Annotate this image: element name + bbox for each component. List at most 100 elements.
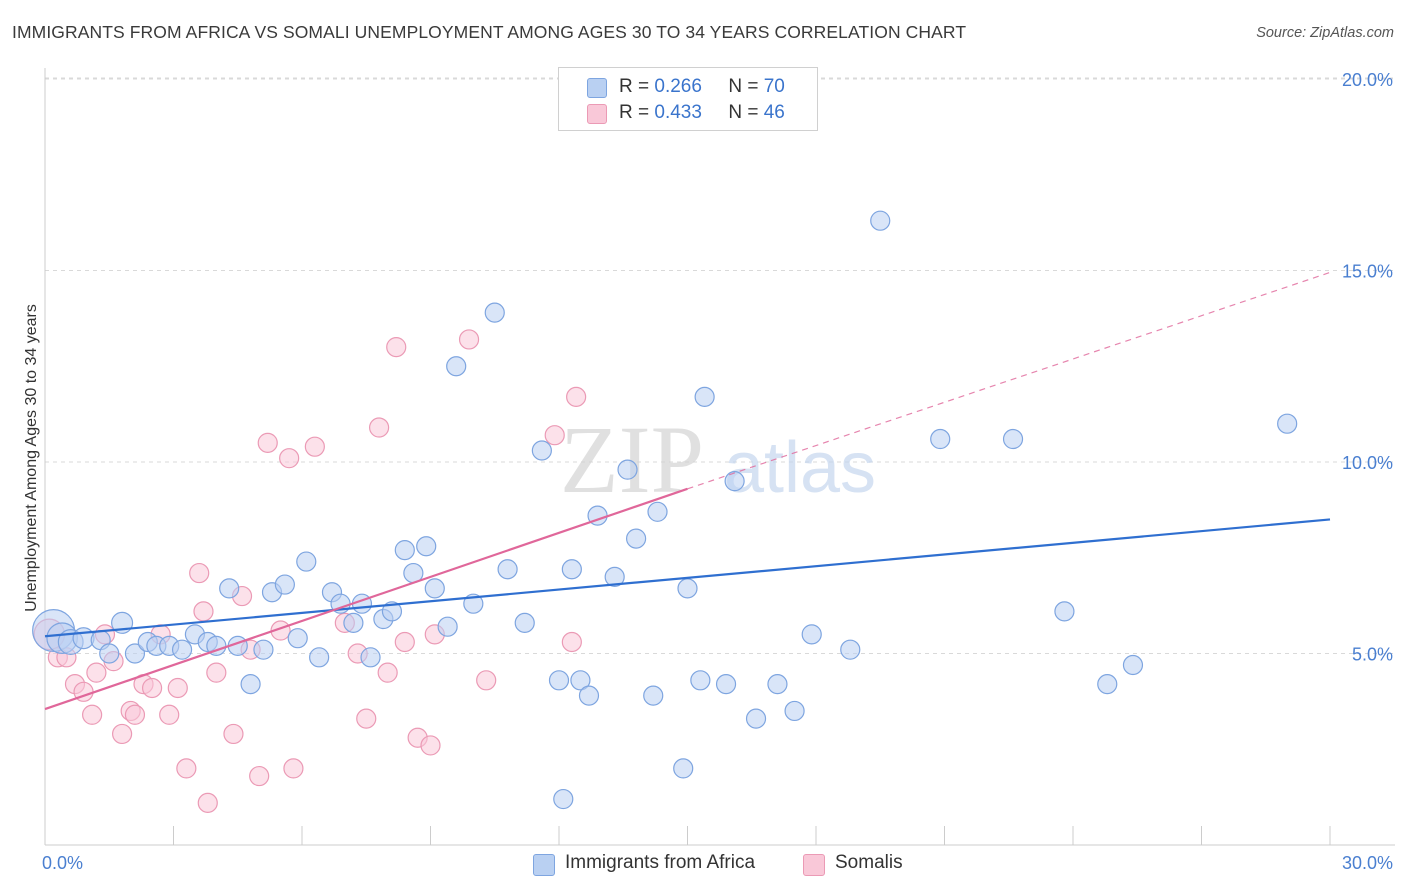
africa-point bbox=[416, 536, 437, 557]
africa-point bbox=[360, 647, 381, 668]
y-tick-label: 5.0% bbox=[1352, 645, 1393, 665]
africa-point bbox=[724, 471, 745, 492]
x-tick-label: 0.0% bbox=[42, 853, 83, 873]
bottom-legend-label-somalis: Somalis bbox=[835, 852, 903, 873]
africa-point bbox=[767, 674, 788, 695]
somalis-point bbox=[304, 436, 325, 457]
watermark: ZIP atlas bbox=[560, 406, 876, 513]
somalis-point bbox=[197, 792, 218, 813]
somalis-point bbox=[561, 631, 582, 653]
africa-point bbox=[497, 559, 518, 580]
africa-point bbox=[424, 578, 445, 599]
somalis-point bbox=[257, 432, 278, 453]
africa-point bbox=[690, 670, 711, 691]
legend-r-label: R = bbox=[619, 102, 650, 123]
legend-n-pink: 46 bbox=[763, 102, 785, 123]
africa-point bbox=[99, 643, 120, 664]
africa-point bbox=[1054, 601, 1075, 622]
africa-point bbox=[694, 386, 715, 407]
africa-point bbox=[801, 624, 822, 645]
correlation-legend: R = 0.266 N = 70 R = 0.433 N = 46 bbox=[558, 67, 818, 131]
africa-points bbox=[32, 210, 1298, 810]
trend-lines bbox=[44, 271, 1331, 711]
tick-labels: 5.0% 10.0% 15.0% 20.0% 0.0% 30.0% bbox=[42, 70, 1393, 873]
somalis-point bbox=[249, 765, 270, 787]
somalis-point bbox=[356, 708, 377, 729]
africa-point bbox=[381, 601, 403, 622]
somalis-points bbox=[33, 329, 587, 813]
africa-point bbox=[1122, 654, 1144, 676]
africa-point bbox=[343, 612, 364, 633]
legend-n-blue: 70 bbox=[763, 76, 785, 97]
watermark-zip: ZIP bbox=[560, 406, 704, 513]
x-tick-label: 30.0% bbox=[1342, 853, 1393, 873]
africa-point bbox=[578, 685, 600, 706]
africa-point bbox=[484, 302, 505, 323]
watermark-atlas: atlas bbox=[724, 428, 876, 508]
africa-point bbox=[617, 459, 638, 480]
africa-point bbox=[287, 628, 308, 649]
y-tick-label: 10.0% bbox=[1342, 453, 1393, 473]
africa-point bbox=[677, 578, 698, 599]
africa-point bbox=[840, 639, 861, 660]
africa-point bbox=[253, 639, 274, 660]
somalis-point bbox=[283, 758, 304, 779]
somalis-point bbox=[206, 662, 227, 683]
somalis-trend-extension bbox=[687, 271, 1331, 490]
africa-point bbox=[1002, 428, 1024, 450]
africa-point bbox=[604, 566, 625, 588]
somalis-point bbox=[420, 735, 441, 756]
somalis-point bbox=[193, 601, 214, 622]
africa-point bbox=[870, 210, 891, 231]
africa-point bbox=[124, 643, 146, 664]
legend-r-pink: 0.433 bbox=[654, 102, 702, 123]
legend-swatch-blue bbox=[587, 78, 607, 98]
africa-point bbox=[745, 708, 767, 729]
africa-point bbox=[296, 551, 317, 572]
africa-point bbox=[1097, 674, 1118, 695]
somalis-point bbox=[369, 417, 390, 438]
africa-point bbox=[625, 528, 647, 549]
somalis-point bbox=[386, 337, 407, 358]
africa-point bbox=[274, 574, 295, 595]
somalis-point bbox=[159, 704, 180, 725]
somalis-point bbox=[124, 704, 146, 725]
africa-point bbox=[463, 593, 484, 614]
somalis-point bbox=[82, 704, 103, 725]
somalis-point bbox=[476, 670, 497, 691]
africa-point bbox=[171, 639, 193, 660]
somalis-point bbox=[111, 723, 133, 745]
africa-point bbox=[553, 788, 574, 810]
africa-point bbox=[1277, 413, 1298, 434]
africa-point bbox=[784, 700, 805, 722]
somalis-point bbox=[86, 662, 107, 683]
somalis-point bbox=[458, 329, 480, 350]
somalis-point bbox=[279, 448, 300, 469]
africa-point bbox=[715, 674, 737, 695]
africa-point bbox=[394, 539, 415, 561]
legend-r-blue: 0.266 bbox=[654, 76, 702, 97]
legend-n-label: N = bbox=[728, 102, 759, 123]
somalis-point bbox=[167, 677, 188, 699]
somalis-trend-line bbox=[44, 487, 688, 711]
somalis-point bbox=[141, 677, 163, 699]
bottom-legend-swatch-pink bbox=[803, 854, 825, 876]
somalis-point bbox=[394, 631, 415, 653]
y-tick-label: 15.0% bbox=[1342, 262, 1393, 282]
africa-point bbox=[219, 578, 240, 599]
axes bbox=[44, 68, 1395, 846]
africa-point bbox=[206, 635, 227, 656]
bottom-legend-swatch-blue bbox=[533, 854, 555, 876]
legend-n-label: N = bbox=[728, 76, 759, 97]
africa-point bbox=[531, 440, 552, 461]
africa-point bbox=[930, 428, 951, 450]
africa-point bbox=[647, 501, 668, 522]
africa-point bbox=[561, 559, 582, 580]
africa-point bbox=[643, 685, 664, 706]
chart-title: IMMIGRANTS FROM AFRICA VS SOMALI UNEMPLO… bbox=[12, 22, 967, 42]
somalis-point bbox=[223, 723, 244, 745]
africa-point bbox=[548, 670, 570, 691]
somalis-point bbox=[377, 662, 398, 683]
legend-swatch-pink bbox=[587, 104, 607, 124]
